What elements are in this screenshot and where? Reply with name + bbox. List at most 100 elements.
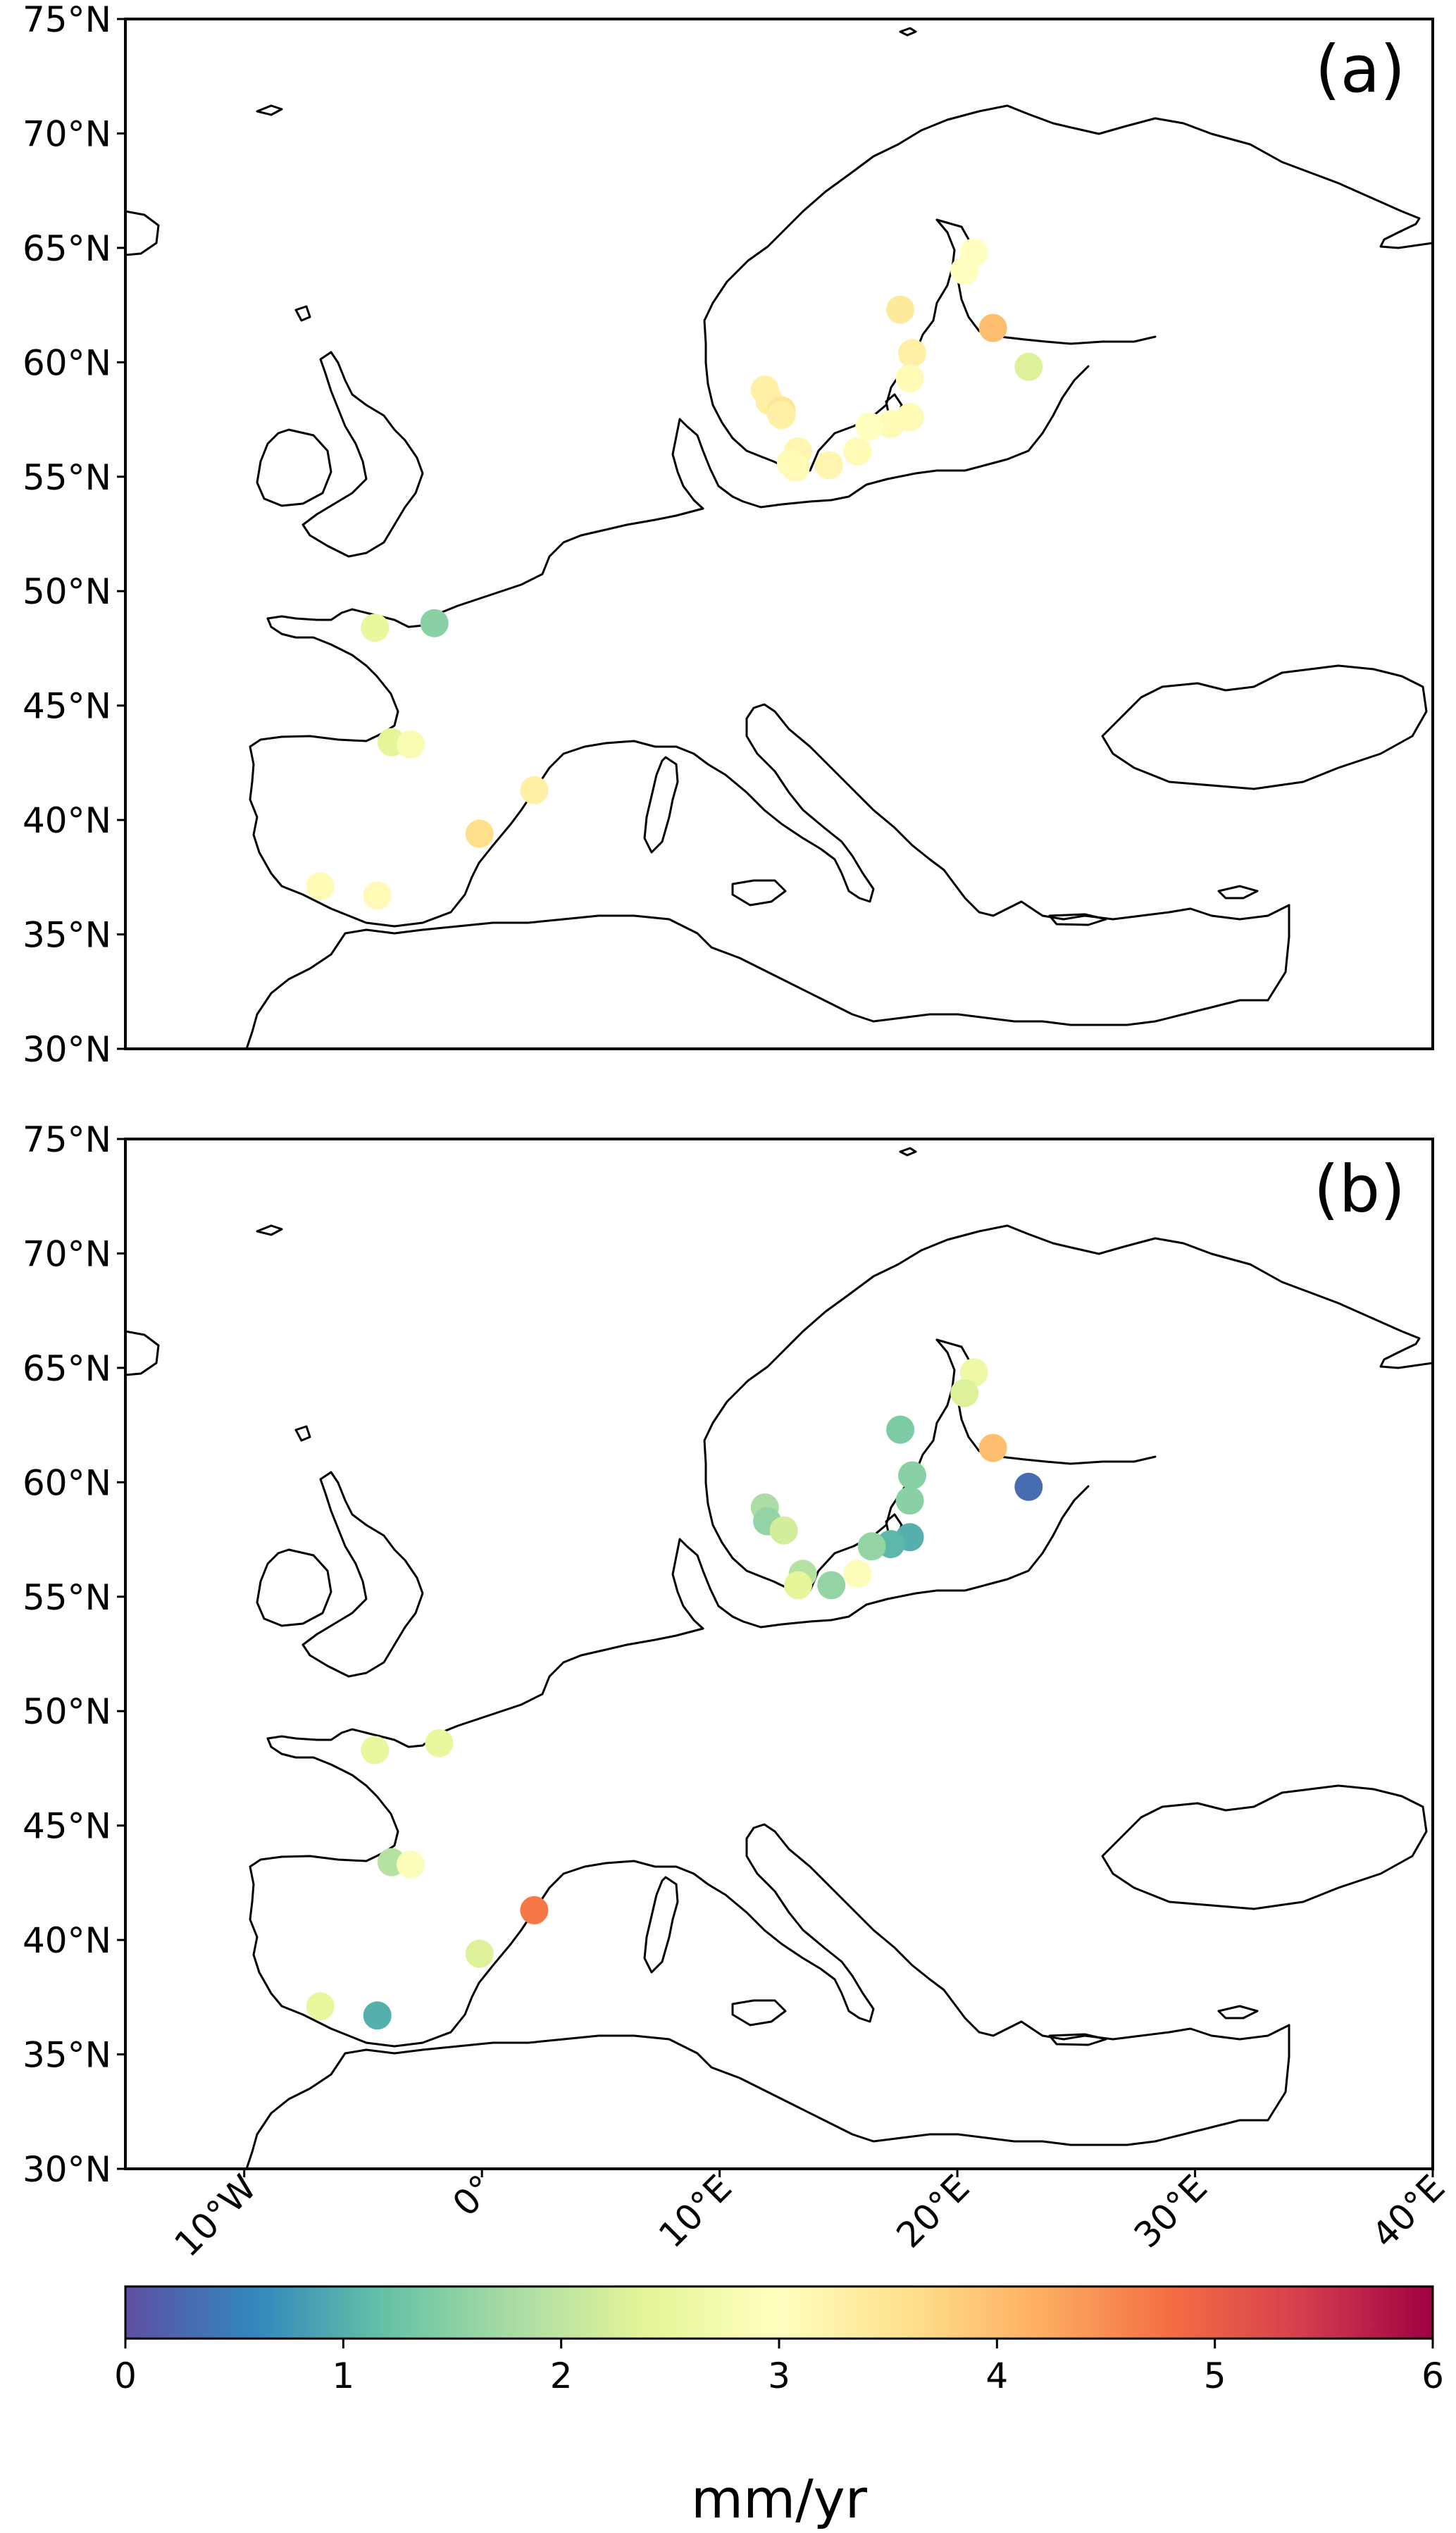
y-tick-label: 35°N — [23, 2035, 111, 2076]
coastline-segment — [245, 2024, 1290, 2169]
gauge-points-a — [306, 238, 1043, 910]
tide-gauge-point — [465, 1939, 494, 1968]
colorbar-tick-label: 0 — [114, 2355, 137, 2396]
tide-gauge-point — [895, 364, 924, 393]
y-tick-label: 70°N — [23, 113, 111, 154]
tide-gauge-point — [1014, 352, 1043, 381]
tide-gauge-point — [361, 614, 390, 642]
y-tick-label: 40°N — [23, 800, 111, 841]
tide-gauge-point — [950, 256, 979, 285]
coastline-segment — [899, 27, 917, 37]
coastline-segment — [256, 428, 332, 507]
tide-gauge-point — [784, 1571, 812, 1600]
y-tick-label: 70°N — [23, 1233, 111, 1274]
tide-gauge-point — [769, 1516, 798, 1545]
tide-gauge-point — [843, 1560, 872, 1588]
tide-gauge-point — [817, 1571, 846, 1600]
tide-gauge-point — [876, 410, 905, 439]
coastline-segment — [671, 418, 734, 510]
y-tick-label: 45°N — [23, 1806, 111, 1847]
coastline-segment — [731, 365, 1090, 509]
tide-gauge-point — [396, 1850, 425, 1879]
colorbar-tick-label: 1 — [332, 2355, 354, 2396]
coastline-segment — [125, 210, 160, 256]
map-frame-a — [124, 18, 1434, 1050]
coastline-segment — [256, 104, 283, 116]
x-tick-label: 40°E — [1364, 2167, 1452, 2255]
coastline-segment — [1048, 2033, 1107, 2046]
y-tick-label: 75°N — [23, 1119, 111, 1160]
colorbar-ticks: 0 1 2 3 4 5 6 — [114, 2339, 1444, 2396]
tide-gauge-point — [396, 730, 425, 759]
y-tick-label: 30°N — [23, 2149, 111, 2190]
y-axis-ticks-a: 30°N 35°N 40°N 45°N 50°N 55°N 60°N 65°N 70°N 75°N — [23, 0, 125, 1070]
x-tick-label: 30°E — [1126, 2167, 1215, 2255]
coastline-segment — [1217, 2005, 1259, 2019]
coastline-segment — [671, 1538, 734, 1630]
tide-gauge-point — [363, 881, 392, 910]
coastline-segment — [643, 1876, 679, 1974]
colorbar-label: mm/yr — [691, 2467, 868, 2530]
tide-gauge-point — [898, 1461, 926, 1490]
y-tick-label: 55°N — [23, 1577, 111, 1618]
map-panel-b: 30°N 35°N 40°N 45°N 50°N 55°N 60°N 65°N 70°N 75°N… — [23, 1119, 1453, 2265]
coastline-segment — [731, 879, 787, 907]
tide-gauge-point — [520, 776, 549, 804]
coastline-segment — [249, 1823, 1290, 2048]
tide-gauge-point — [855, 412, 884, 441]
x-tick-label: 10°W — [167, 2167, 265, 2265]
coastline-segment — [1217, 885, 1259, 900]
panel-label-b: (b) — [1314, 1152, 1405, 1227]
coastline-segment — [703, 1224, 1433, 1465]
tide-gauge-point — [363, 2001, 392, 2030]
colorbar-bar — [124, 2285, 1434, 2340]
tide-gauge-point — [895, 1486, 924, 1515]
coastline-segment — [301, 351, 424, 558]
colorbar-tick-label: 4 — [985, 2355, 1008, 2396]
coastline-segment — [245, 904, 1290, 1049]
tide-gauge-point — [857, 1532, 886, 1561]
coastline-segment — [731, 1999, 787, 2027]
tide-gauge-point — [425, 1729, 454, 1757]
y-tick-label: 55°N — [23, 457, 111, 498]
tide-gauge-point — [898, 339, 926, 368]
y-tick-label: 65°N — [23, 228, 111, 269]
tide-gauge-point — [1014, 1472, 1043, 1501]
y-tick-label: 50°N — [23, 571, 111, 612]
coastline-segment — [643, 756, 679, 854]
coastline-segment — [1101, 664, 1428, 790]
coastline-segment — [1101, 1784, 1428, 1910]
tide-gauge-point — [978, 313, 1007, 342]
tide-gauge-point — [886, 295, 915, 324]
tide-gauge-point — [978, 1433, 1007, 1462]
y-tick-label: 60°N — [23, 1462, 111, 1503]
tide-gauge-point — [781, 453, 810, 482]
map-frame-b — [124, 1138, 1434, 2170]
coastline-segment — [1048, 913, 1107, 926]
y-tick-label: 30°N — [23, 1029, 111, 1070]
coastline-segment — [704, 218, 956, 472]
tide-gauge-point — [950, 1378, 979, 1407]
x-axis-ticks-b: 10°W 0° 10°E 20°E 30°E 40°E — [167, 2167, 1453, 2265]
y-tick-label: 60°N — [23, 342, 111, 383]
tide-gauge-point — [465, 819, 494, 848]
coastline-segment — [125, 1330, 160, 1376]
tide-gauge-point — [814, 451, 843, 480]
colorbar-tick-label: 2 — [550, 2355, 573, 2396]
colorbar-tick-label: 5 — [1204, 2355, 1226, 2396]
tide-gauge-point — [306, 1992, 335, 2021]
y-tick-label: 75°N — [23, 0, 111, 40]
coastline-segment — [899, 1147, 917, 1157]
coastline-segment — [294, 305, 311, 322]
tide-gauge-point — [420, 609, 449, 637]
tide-gauge-point — [843, 437, 872, 466]
coastlines-b — [125, 1147, 1433, 2169]
tide-gauge-point — [767, 401, 796, 430]
coastline-segment — [301, 1471, 424, 1678]
y-tick-label: 65°N — [23, 1348, 111, 1389]
coastline-segment — [266, 507, 704, 734]
colorbar: 0 1 2 3 4 5 6 mm/yr — [114, 2285, 1444, 2530]
tide-gauge-point — [306, 872, 335, 901]
tide-gauge-point — [520, 1896, 549, 1924]
